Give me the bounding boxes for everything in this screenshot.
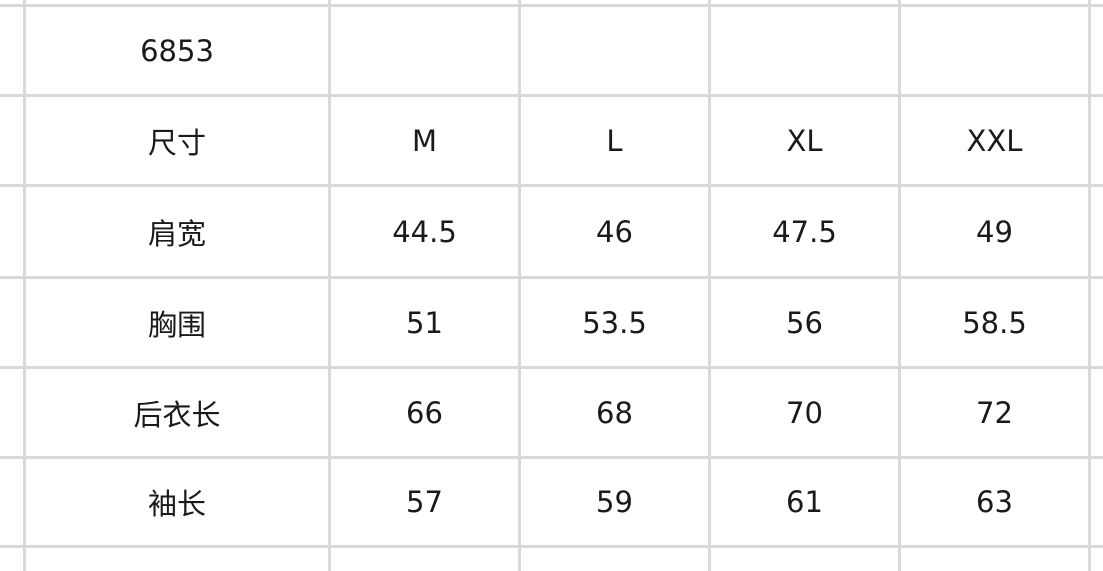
value-cell: 66 bbox=[406, 395, 443, 430]
value-cell: 72 bbox=[976, 395, 1013, 430]
header-size-cell: XXL bbox=[966, 123, 1023, 158]
header-size-cell: L bbox=[606, 123, 623, 158]
value-cell: 61 bbox=[786, 485, 823, 519]
value-cell: 51 bbox=[406, 305, 443, 340]
grid-line-vertical bbox=[708, 0, 711, 571]
value-cell: 56 bbox=[786, 305, 823, 340]
row-label-cell: 袖长 bbox=[147, 487, 206, 521]
value-cell: 49 bbox=[976, 214, 1013, 249]
row-label-cell: 胸围 bbox=[147, 307, 206, 342]
grid-line-horizontal bbox=[0, 456, 1103, 459]
grid-line-horizontal bbox=[0, 94, 1103, 97]
value-cell: 59 bbox=[596, 485, 633, 519]
grid-line-horizontal bbox=[0, 545, 1103, 548]
value-cell: 63 bbox=[976, 485, 1013, 519]
grid-line-horizontal bbox=[0, 366, 1103, 369]
grid-line-vertical bbox=[328, 0, 331, 571]
value-cell: 58.5 bbox=[962, 305, 1027, 340]
value-cell: 57 bbox=[406, 485, 443, 519]
grid-line-horizontal bbox=[0, 276, 1103, 279]
value-cell: 70 bbox=[786, 395, 823, 430]
header-size-cell: M bbox=[411, 123, 438, 158]
value-cell: 46 bbox=[596, 214, 633, 249]
value-cell: 47.5 bbox=[772, 214, 837, 249]
value-cell: 68 bbox=[596, 395, 633, 430]
value-cell: 44.5 bbox=[392, 214, 457, 249]
row-label-cell: 后衣长 bbox=[133, 397, 221, 432]
table-title-cell: 6853 bbox=[140, 33, 214, 68]
grid-line-vertical bbox=[1088, 0, 1091, 571]
grid-line-vertical bbox=[23, 0, 26, 571]
grid-line-vertical bbox=[518, 0, 521, 571]
grid-line-vertical bbox=[898, 0, 901, 571]
grid-line-horizontal bbox=[0, 184, 1103, 187]
grid-line-horizontal bbox=[0, 4, 1103, 7]
row-label-cell: 肩宽 bbox=[147, 216, 206, 251]
header-size-cell: XL bbox=[786, 123, 823, 158]
value-cell: 53.5 bbox=[582, 305, 647, 340]
header-label-cell: 尺寸 bbox=[147, 125, 206, 160]
